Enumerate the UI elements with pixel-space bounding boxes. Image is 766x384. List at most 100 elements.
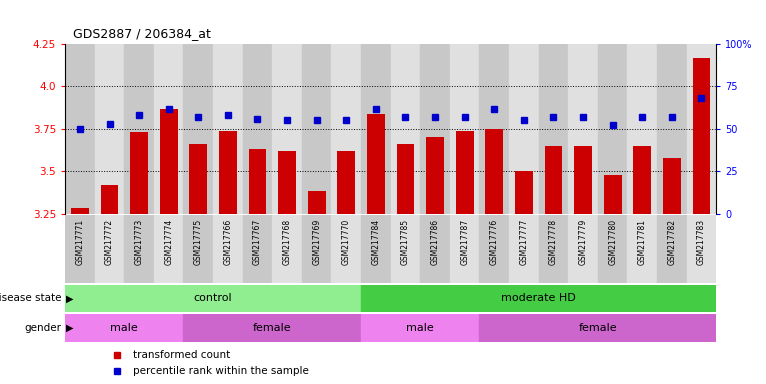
Text: GSM217773: GSM217773	[135, 219, 143, 265]
Bar	[219, 131, 237, 214]
Bar	[308, 192, 326, 214]
Bar	[450, 44, 480, 214]
Bar	[627, 215, 657, 283]
Bar	[249, 149, 267, 214]
Bar	[184, 44, 213, 214]
Text: GSM217769: GSM217769	[313, 219, 321, 265]
Bar	[450, 215, 480, 283]
Text: male: male	[110, 323, 138, 333]
Text: moderate HD: moderate HD	[501, 293, 576, 303]
Text: female: female	[253, 323, 292, 333]
Bar	[124, 44, 154, 214]
Text: GSM217778: GSM217778	[549, 219, 558, 265]
Bar	[184, 215, 213, 283]
Bar	[337, 151, 355, 214]
Bar	[213, 215, 243, 283]
Bar	[686, 44, 716, 214]
Bar	[243, 44, 272, 214]
Bar	[604, 175, 621, 214]
Bar	[213, 44, 243, 214]
Bar	[154, 215, 184, 283]
Bar	[538, 215, 568, 283]
Bar	[509, 215, 538, 283]
Bar	[154, 44, 184, 214]
Bar	[597, 215, 627, 283]
Bar	[361, 44, 391, 214]
Text: GSM217768: GSM217768	[283, 219, 292, 265]
Text: GSM217785: GSM217785	[401, 219, 410, 265]
Bar	[692, 58, 710, 214]
Text: GSM217784: GSM217784	[372, 219, 381, 265]
Bar	[302, 44, 332, 214]
Text: gender: gender	[25, 323, 61, 333]
Bar	[65, 314, 184, 342]
Bar	[391, 215, 421, 283]
Bar	[633, 146, 651, 214]
Bar	[95, 44, 124, 214]
Bar	[480, 215, 509, 283]
Bar	[332, 44, 361, 214]
Text: GSM217786: GSM217786	[430, 219, 440, 265]
Bar	[65, 285, 361, 312]
Bar	[663, 157, 681, 214]
Text: control: control	[194, 293, 232, 303]
Bar	[456, 131, 473, 214]
Bar	[65, 215, 95, 283]
Text: GSM217780: GSM217780	[608, 219, 617, 265]
Text: GSM217774: GSM217774	[164, 219, 173, 265]
Bar	[65, 44, 95, 214]
Bar	[421, 44, 450, 214]
Bar	[486, 129, 503, 214]
Text: GSM217767: GSM217767	[253, 219, 262, 265]
Bar	[391, 44, 421, 214]
Bar	[480, 314, 716, 342]
Text: GSM217772: GSM217772	[105, 219, 114, 265]
Bar	[568, 44, 597, 214]
Bar	[509, 44, 538, 214]
Text: ▶: ▶	[66, 293, 74, 303]
Bar	[124, 215, 154, 283]
Bar	[538, 44, 568, 214]
Bar	[272, 215, 302, 283]
Text: GSM217777: GSM217777	[519, 219, 529, 265]
Bar	[515, 171, 532, 214]
Bar	[367, 114, 385, 214]
Bar	[332, 215, 361, 283]
Text: female: female	[578, 323, 617, 333]
Bar	[597, 44, 627, 214]
Text: GDS2887 / 206384_at: GDS2887 / 206384_at	[73, 27, 211, 40]
Text: percentile rank within the sample: percentile rank within the sample	[133, 366, 309, 376]
Text: transformed count: transformed count	[133, 349, 231, 360]
Bar	[361, 314, 480, 342]
Bar	[361, 285, 716, 312]
Bar	[421, 215, 450, 283]
Bar	[657, 215, 686, 283]
Bar	[95, 215, 124, 283]
Bar	[686, 215, 716, 283]
Bar	[130, 132, 148, 214]
Text: male: male	[407, 323, 434, 333]
Bar	[397, 144, 414, 214]
Text: GSM217770: GSM217770	[342, 219, 351, 265]
Text: GSM217781: GSM217781	[638, 219, 647, 265]
Bar	[243, 215, 272, 283]
Text: disease state: disease state	[0, 293, 61, 303]
Text: ▶: ▶	[66, 323, 74, 333]
Bar	[361, 215, 391, 283]
Bar	[278, 151, 296, 214]
Text: GSM217783: GSM217783	[697, 219, 706, 265]
Bar	[574, 146, 592, 214]
Bar	[272, 44, 302, 214]
Bar	[627, 44, 657, 214]
Text: GSM217766: GSM217766	[224, 219, 232, 265]
Bar	[160, 109, 178, 214]
Text: GSM217787: GSM217787	[460, 219, 469, 265]
Bar	[426, 137, 444, 214]
Bar	[568, 215, 597, 283]
Bar	[100, 185, 119, 214]
Text: GSM217775: GSM217775	[194, 219, 203, 265]
Bar	[71, 209, 89, 214]
Bar	[302, 215, 332, 283]
Bar	[480, 44, 509, 214]
Bar	[545, 146, 562, 214]
